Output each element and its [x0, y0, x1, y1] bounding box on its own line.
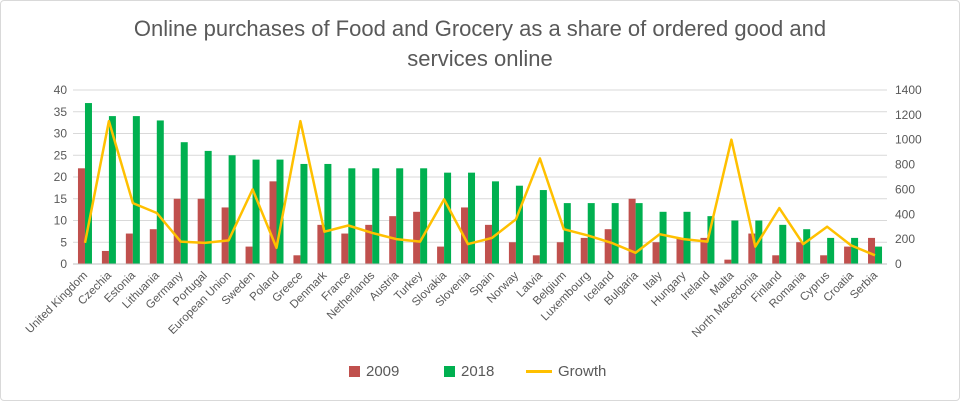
bar-2009 — [556, 242, 564, 264]
bar-2009 — [221, 207, 229, 264]
right-axis-tick-label: 1400 — [895, 83, 922, 97]
right-axis-tick-label: 800 — [895, 158, 915, 172]
left-axis-tick-label: 40 — [54, 83, 68, 97]
bar-2009 — [269, 181, 277, 264]
bar-2018 — [683, 211, 691, 264]
legend-item-2009: 2009 — [349, 361, 399, 381]
bar-2018 — [348, 168, 356, 264]
bar-2018 — [252, 159, 260, 264]
legend-item-growth: Growth — [526, 361, 606, 381]
bar-2009 — [724, 259, 732, 264]
bar-2018 — [515, 185, 523, 264]
right-axis-tick-label: 1000 — [895, 133, 922, 147]
legend-item-2018: 2018 — [444, 361, 494, 381]
bar-2009 — [820, 255, 828, 264]
bar-2009 — [341, 233, 349, 264]
x-axis-tick-label: Serbia — [848, 269, 880, 301]
left-axis-tick-label: 30 — [54, 127, 68, 141]
left-axis-tick-label: 20 — [54, 170, 68, 184]
left-axis-tick-label: 10 — [54, 214, 68, 228]
bar-2018 — [803, 229, 811, 264]
bar-2018 — [875, 246, 883, 264]
bar-2018 — [132, 116, 140, 264]
legend-label-2009: 2009 — [366, 362, 400, 380]
right-axis-tick-label: 600 — [895, 182, 915, 196]
bar-2018 — [827, 237, 835, 264]
bar-2009 — [365, 224, 373, 264]
right-axis-tick-label: 400 — [895, 207, 915, 221]
bar-2009 — [101, 250, 109, 264]
bar-2018 — [611, 203, 619, 264]
bar-2009 — [437, 246, 445, 264]
bar-2009 — [77, 168, 85, 264]
bar-2009 — [796, 242, 804, 264]
bar-2018 — [108, 116, 116, 264]
bar-2009 — [700, 237, 708, 264]
bar-2018 — [444, 172, 452, 264]
left-axis-tick-label: 5 — [60, 235, 67, 249]
bar-2009 — [317, 224, 325, 264]
growth-line — [83, 119, 876, 257]
left-axis-tick-label: 35 — [54, 105, 68, 119]
bar-2018 — [635, 203, 643, 264]
bar-2018 — [420, 168, 428, 264]
bar-2018 — [84, 103, 92, 264]
bar-2009 — [197, 198, 205, 264]
left-axis-tick-label: 0 — [60, 257, 67, 271]
bar-2009 — [149, 229, 157, 264]
legend-swatch-growth — [526, 369, 552, 373]
bar-2018 — [731, 220, 739, 264]
bar-2018 — [707, 216, 715, 264]
bar-2009 — [389, 216, 397, 264]
bar-2009 — [484, 224, 492, 264]
right-axis-tick-label: 0 — [895, 257, 902, 271]
bar-2009 — [173, 198, 181, 264]
bar-2018 — [851, 237, 859, 264]
bar-2009 — [652, 242, 660, 264]
bar-2009 — [604, 229, 612, 264]
bar-2018 — [204, 150, 212, 264]
bar-2009 — [868, 237, 876, 264]
bar-2018 — [659, 211, 667, 264]
left-axis-tick-label: 25 — [54, 148, 68, 162]
right-axis-tick-label: 200 — [895, 232, 915, 246]
bar-2009 — [293, 255, 301, 264]
bar-2009 — [508, 242, 516, 264]
bar-2018 — [300, 163, 308, 264]
bar-2009 — [245, 246, 253, 264]
bar-2018 — [156, 120, 164, 264]
legend-swatch-2018 — [444, 365, 455, 377]
right-axis-tick-label: 1200 — [895, 108, 922, 122]
chart-title: Online purchases of Food and Grocery as … — [0, 14, 960, 74]
bar-2018 — [396, 168, 404, 264]
bar-2018 — [779, 224, 787, 264]
bar-2009 — [532, 255, 540, 264]
bar-2018 — [539, 190, 547, 264]
legend-label-growth: Growth — [558, 362, 607, 380]
bar-2018 — [228, 155, 236, 264]
legend-swatch-2009 — [349, 365, 360, 377]
bar-2009 — [125, 233, 133, 264]
bar-2018 — [468, 172, 476, 264]
bar-2018 — [372, 168, 380, 264]
chart-title-line-1: Online purchases of Food and Grocery as … — [133, 16, 827, 41]
chart-title-line-2: services online — [407, 46, 553, 71]
legend-label-2018: 2018 — [461, 362, 495, 380]
bar-2009 — [628, 198, 636, 264]
bar-2009 — [413, 211, 421, 264]
bar-2018 — [563, 203, 571, 264]
bar-2009 — [676, 237, 684, 264]
bar-2018 — [587, 203, 595, 264]
bar-2009 — [748, 233, 756, 264]
bar-2018 — [180, 142, 188, 264]
bar-2009 — [844, 246, 852, 264]
bar-2018 — [324, 163, 332, 264]
bar-2018 — [491, 181, 499, 264]
bar-2018 — [276, 159, 284, 264]
left-axis-tick-label: 15 — [54, 192, 68, 206]
bar-2009 — [580, 237, 588, 264]
bar-2009 — [772, 255, 780, 264]
